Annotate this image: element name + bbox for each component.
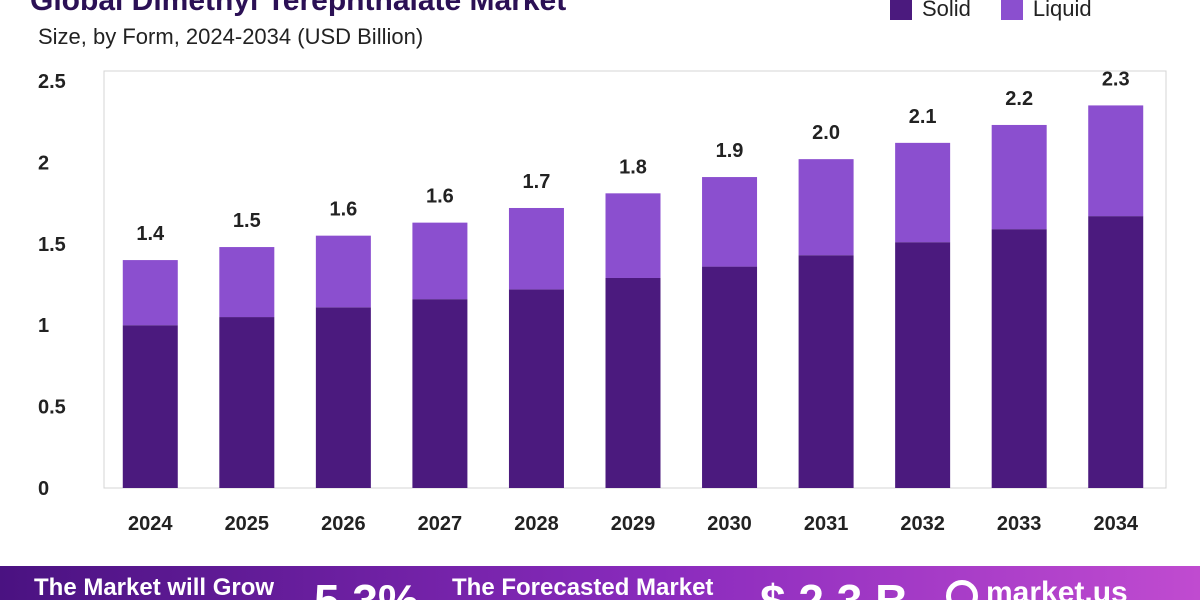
x-tick-label-2025: 2025 [225, 513, 270, 535]
bar-solid-2026 [315, 307, 371, 488]
bar-solid-2028 [508, 289, 564, 488]
x-tick-label-2029: 2029 [611, 513, 656, 535]
bar-liquid-2029 [605, 193, 661, 278]
bar-total-label-2030: 1.9 [716, 140, 744, 162]
x-tick-label-2031: 2031 [804, 513, 849, 535]
bar-liquid-2034 [1088, 105, 1144, 217]
bar-liquid-2030 [702, 177, 758, 267]
x-tick-label-2028: 2028 [514, 513, 559, 535]
y-tick-label: 1.5 [38, 234, 66, 256]
bar-total-label-2029: 1.8 [619, 156, 647, 178]
bar-liquid-2026 [315, 235, 371, 308]
bar-chart: 0 0.5 1 1.5 2 2.5 1.4 2024 1.5 2025 1.6 2026 1.6 2027… [38, 68, 1167, 535]
y-tick-label: 2.5 [38, 71, 66, 93]
chart-title: Global Dimethyl Terephthalate Market [30, 0, 567, 17]
footer-brand: market.us [986, 576, 1128, 600]
bar-total-label-2024: 1.4 [136, 223, 165, 245]
bar-liquid-2033 [991, 124, 1047, 230]
x-tick-label-2032: 2032 [900, 513, 945, 535]
bar-total-label-2028: 1.7 [523, 171, 551, 193]
x-tick-label-2034: 2034 [1093, 513, 1138, 535]
bar-liquid-2028 [508, 207, 564, 290]
bar-solid-2031 [798, 255, 854, 488]
x-tick-label-2033: 2033 [997, 513, 1042, 535]
bar-total-label-2031: 2.0 [812, 122, 840, 144]
footer-cagr: 5.3% [314, 574, 419, 600]
legend-label-liquid: Liquid [1032, 0, 1092, 21]
y-tick-label: 2 [38, 152, 49, 174]
bar-solid-2032 [895, 242, 951, 488]
x-tick-label-2024: 2024 [128, 513, 173, 535]
bar-liquid-2032 [895, 142, 951, 243]
x-tick-label-2030: 2030 [707, 513, 752, 535]
chart-subtitle: Size, by Form, 2024-2034 (USD Billion) [38, 24, 424, 49]
legend-item-liquid: Liquid [1000, 0, 1092, 22]
legend-label-solid: Solid [922, 0, 971, 21]
footer-banner: The Market will Grow 5.3% The Forecasted… [0, 566, 1200, 600]
bar-total-label-2026: 1.6 [329, 199, 357, 221]
x-tick-label-2026: 2026 [321, 513, 366, 535]
bar-solid-2034 [1088, 216, 1144, 488]
y-tick-label: 0.5 [38, 397, 66, 419]
bar-solid-2024 [122, 325, 178, 488]
bar-total-label-2032: 2.1 [909, 106, 937, 128]
bar-liquid-2025 [219, 247, 275, 318]
bar-liquid-2027 [412, 222, 468, 300]
bar-total-label-2034: 2.3 [1102, 68, 1130, 90]
footer-grow-text: The Market will Grow [34, 574, 275, 600]
brand-logo-icon [946, 580, 978, 600]
bar-total-label-2025: 1.5 [233, 210, 261, 232]
x-tick-label-2027: 2027 [418, 513, 463, 535]
legend: Solid Liquid [890, 0, 1092, 22]
footer-forecast-text: The Forecasted Market [452, 574, 714, 600]
y-tick-label: 0 [38, 478, 49, 500]
y-tick-label: 1 [38, 315, 49, 337]
bar-liquid-2024 [122, 260, 178, 326]
bar-solid-2027 [412, 299, 468, 488]
bar-liquid-2031 [798, 159, 854, 256]
legend-item-solid: Solid [890, 0, 971, 22]
bar-total-label-2027: 1.6 [426, 186, 454, 208]
legend-swatch-liquid [1000, 0, 1023, 20]
bar-solid-2030 [702, 266, 758, 488]
footer-forecast-value: $ 2.3 B [760, 574, 908, 600]
bar-solid-2025 [219, 317, 275, 488]
bar-total-label-2033: 2.2 [1005, 88, 1033, 110]
legend-swatch-solid [890, 0, 912, 20]
bar-solid-2033 [991, 229, 1047, 488]
bar-solid-2029 [605, 277, 661, 488]
